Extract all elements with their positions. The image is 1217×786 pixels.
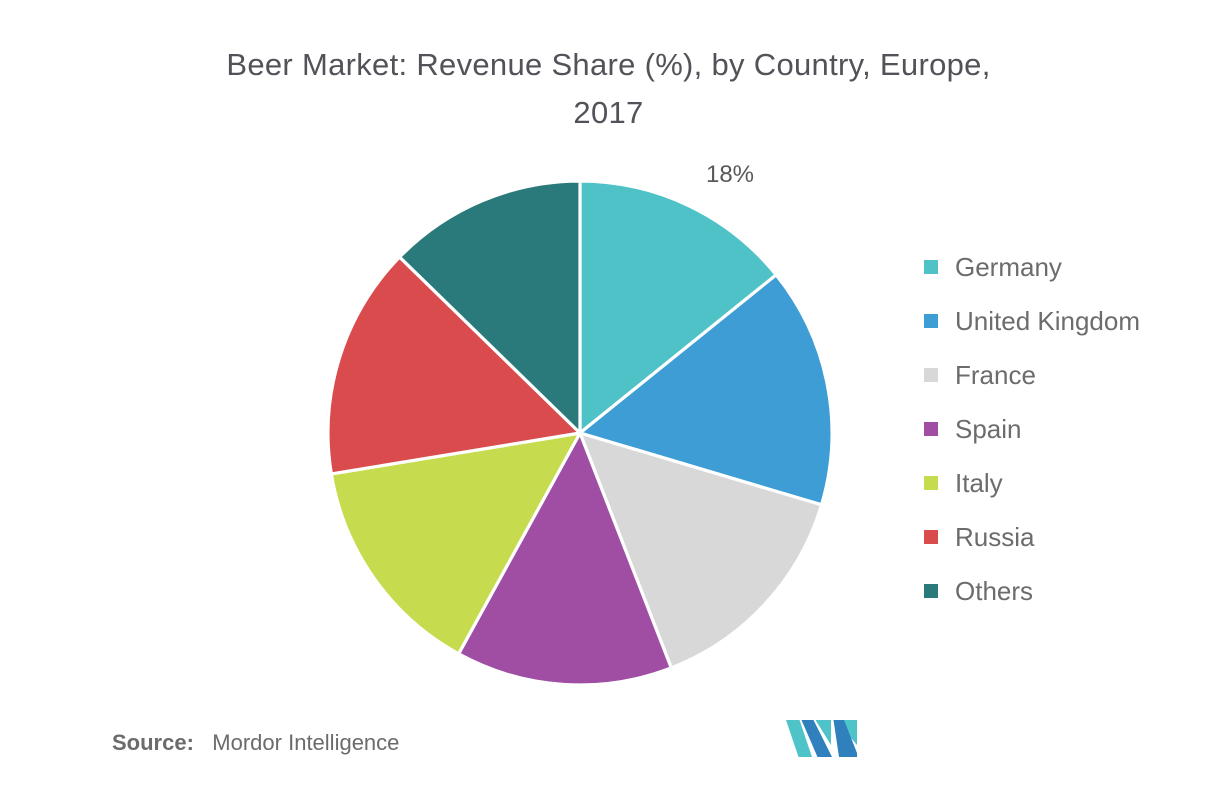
logo-stroke-blue-right — [833, 720, 857, 757]
legend-item-others: Others — [920, 564, 1140, 618]
legend-item-germany: Germany — [920, 240, 1140, 294]
pie-slice-others — [397, 179, 582, 435]
legend-item-united-kingdom: United Kingdom — [920, 294, 1140, 348]
source-label: Source: — [112, 730, 194, 755]
logo-stroke-blue-left — [801, 720, 832, 757]
legend-swatch-france — [924, 368, 938, 382]
legend-label-germany: Germany — [955, 251, 1062, 282]
pie-data-label-germany: 18% — [705, 161, 755, 188]
pie-slice-italy — [329, 431, 582, 656]
pie-slice-france — [578, 431, 824, 670]
pie-slice-germany — [578, 179, 778, 435]
legend-item-france: France — [920, 348, 1140, 402]
legend-label-others: Others — [955, 575, 1034, 606]
legend-swatch-russia — [924, 530, 938, 544]
logo-wedge-teal-mid — [815, 720, 831, 745]
legend-swatch-spain — [924, 422, 938, 436]
legend-label-russia: Russia — [955, 521, 1035, 552]
chart-title-line2: 2017 — [573, 95, 644, 130]
pie-chart — [324, 177, 836, 689]
source-line: Source: Mordor Intelligence — [112, 730, 399, 756]
pie-slice-spain — [457, 431, 673, 687]
legend: Germany United Kingdom France Spain Ital… — [920, 240, 1140, 618]
legend-label-united-kingdom: United Kingdom — [955, 305, 1140, 336]
pie-chart-svg — [326, 179, 834, 687]
legend-label-italy: Italy — [955, 467, 1003, 498]
legend-label-france: France — [955, 359, 1036, 390]
legend-swatch-germany — [924, 260, 938, 274]
logo-stroke-teal-left — [786, 720, 812, 757]
source-value: Mordor Intelligence — [212, 730, 400, 755]
legend-swatch-united-kingdom — [924, 314, 938, 328]
legend-swatch-italy — [924, 476, 938, 490]
legend-item-russia: Russia — [920, 510, 1140, 564]
pie-slice-united-kingdom — [578, 273, 834, 507]
legend-item-italy: Italy — [920, 456, 1140, 510]
legend-label-spain: Spain — [955, 413, 1022, 444]
pie-slice-russia — [326, 255, 582, 476]
legend-item-spain: Spain — [920, 402, 1140, 456]
chart-title-line1: Beer Market: Revenue Share (%), by Count… — [226, 47, 991, 82]
mordor-intelligence-logo-icon — [786, 720, 857, 757]
chart-title: Beer Market: Revenue Share (%), by Count… — [0, 41, 1217, 137]
legend-swatch-others — [924, 584, 938, 598]
